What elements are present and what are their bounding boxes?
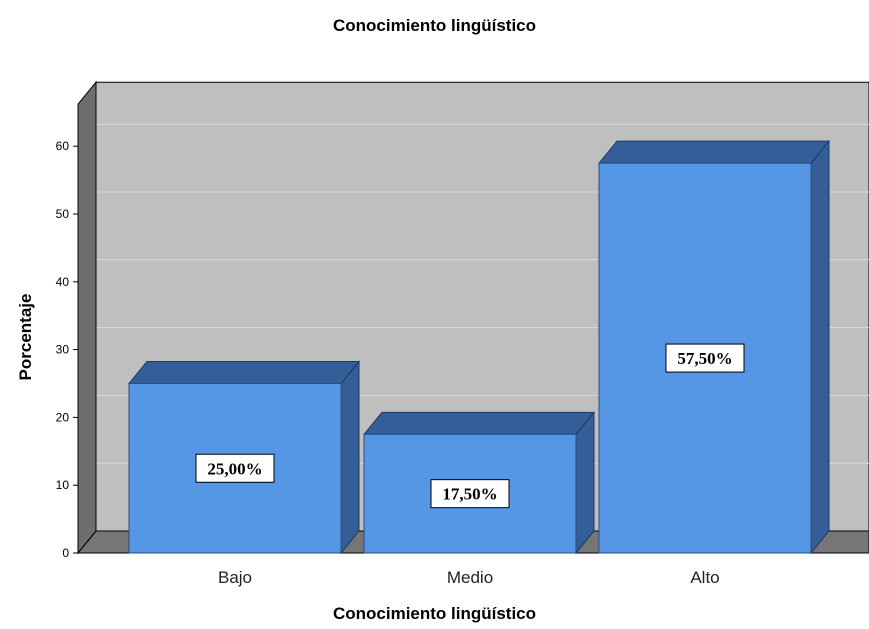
plot-side-wall [77,80,97,555]
y-tick-label: 30 [56,343,70,357]
bar-side [340,360,360,555]
y-tick-label: 10 [56,478,70,492]
data-label-box [195,453,275,483]
y-tick-label: 50 [56,207,70,221]
data-label-box [430,479,510,509]
data-label: 17,50% [442,485,497,504]
bar-top [127,361,361,384]
y-tick-label: 40 [56,275,70,289]
x-axis-label: Conocimiento lingüístico [332,604,537,623]
bar-side [575,410,595,555]
x-tick-label: Bajo [218,568,252,587]
x-tick-label: Alto [690,568,719,587]
y-tick-label: 60 [56,139,70,153]
bar-top [597,140,831,164]
data-label: 25,00% [207,459,262,478]
y-tick-label: 0 [62,546,69,560]
chart-title: Conocimiento lingüístico [332,16,537,35]
data-label: 57,50% [677,349,732,368]
bar-side [810,139,830,555]
x-tick-label: Medio [447,568,493,587]
data-label-box [665,343,745,373]
y-tick-label: 20 [56,410,70,424]
bar-top [362,411,596,435]
